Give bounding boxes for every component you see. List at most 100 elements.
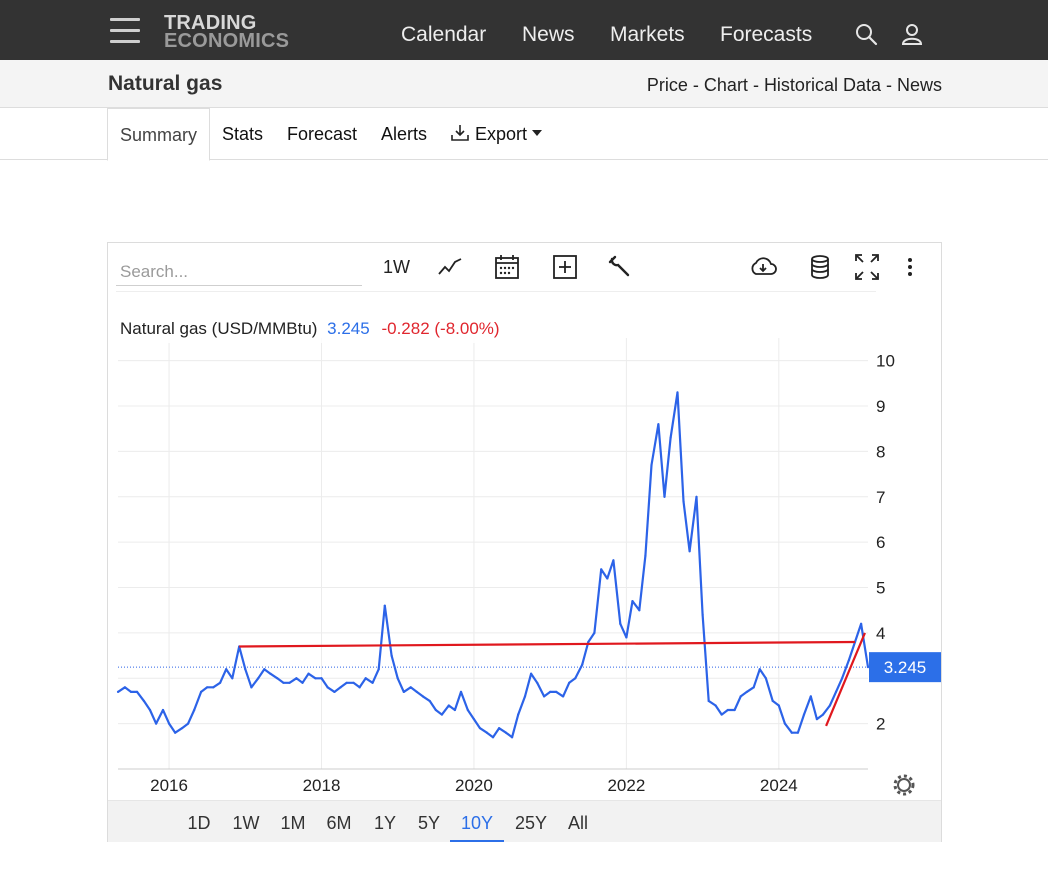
series-point xyxy=(345,681,348,684)
series-point xyxy=(695,495,698,498)
series-point xyxy=(339,686,342,689)
tab-stats[interactable]: Stats xyxy=(222,124,264,144)
x-tick-label: 2018 xyxy=(303,776,341,795)
series-point xyxy=(510,736,514,739)
nav-news[interactable]: News xyxy=(522,23,575,46)
range-all[interactable]: All xyxy=(567,813,588,833)
series-point xyxy=(860,622,863,625)
y-tick-label: 6 xyxy=(876,533,885,552)
series-point xyxy=(219,681,222,684)
y-tick-label: 10 xyxy=(876,352,895,371)
link-price[interactable]: Price xyxy=(646,75,688,95)
series-point xyxy=(485,731,489,734)
range-1d[interactable]: 1D xyxy=(187,813,211,833)
search-icon[interactable] xyxy=(854,22,878,46)
add-indicator-icon[interactable] xyxy=(551,253,579,281)
series-point xyxy=(155,722,158,725)
range-25y[interactable]: 25Y xyxy=(514,813,548,833)
x-tick-label: 2016 xyxy=(150,776,188,795)
menu-icon[interactable] xyxy=(110,18,140,44)
series-point xyxy=(745,690,748,693)
series-point xyxy=(288,681,291,684)
series-point xyxy=(358,686,361,689)
range-10y[interactable]: 10Y xyxy=(450,801,504,842)
database-icon[interactable] xyxy=(808,253,832,281)
series-point xyxy=(148,708,152,712)
series-point xyxy=(301,681,304,684)
series-point xyxy=(682,500,685,503)
series-point xyxy=(581,663,584,666)
line-chart-icon[interactable] xyxy=(436,253,464,281)
tab-alerts[interactable]: Alerts xyxy=(381,124,428,144)
series-point xyxy=(669,436,672,439)
tab-export[interactable]: Export xyxy=(450,108,543,159)
series-point xyxy=(383,604,386,607)
link-separator: - xyxy=(687,75,704,95)
series-line xyxy=(117,391,870,739)
user-icon[interactable] xyxy=(900,22,924,46)
series-point xyxy=(326,686,329,689)
series-point xyxy=(555,690,558,693)
series-point xyxy=(707,699,710,703)
legend-price: 3.245 xyxy=(327,319,370,338)
range-1m[interactable]: 1M xyxy=(280,813,306,833)
range-selector: 1D 1W 1M 6M 1Y 5Y 10Y 25Y All xyxy=(108,800,941,842)
series-point xyxy=(409,686,412,689)
nav-markets[interactable]: Markets xyxy=(610,23,685,46)
series-point xyxy=(530,672,533,675)
nav-calendar[interactable]: Calendar xyxy=(401,23,487,46)
series-point xyxy=(777,704,780,707)
last-price-tag: 3.245 xyxy=(869,652,941,683)
series-point xyxy=(428,699,431,703)
calendar-icon[interactable] xyxy=(493,253,521,281)
series-point xyxy=(491,736,495,739)
series-point xyxy=(802,713,806,716)
series-point xyxy=(562,695,565,698)
series-point xyxy=(771,699,774,703)
y-tick-label: 4 xyxy=(876,624,885,643)
series-point xyxy=(523,695,527,698)
x-tick-label: 2024 xyxy=(760,776,798,795)
more-icon[interactable] xyxy=(904,253,916,281)
link-chart[interactable]: Chart xyxy=(703,75,748,95)
range-1y[interactable]: 1Y xyxy=(373,813,397,833)
series-point xyxy=(263,668,266,671)
series-point xyxy=(764,677,767,680)
series-point xyxy=(542,695,546,698)
cloud-download-icon[interactable] xyxy=(748,253,778,281)
link-news[interactable]: News xyxy=(896,75,942,95)
settings-icon[interactable] xyxy=(893,774,915,796)
series-point xyxy=(250,686,253,689)
series-point xyxy=(333,690,336,693)
range-6m[interactable]: 6M xyxy=(326,813,352,833)
series-point xyxy=(619,622,622,625)
fullscreen-icon[interactable] xyxy=(854,253,880,281)
tab-forecast[interactable]: Forecast xyxy=(287,124,358,144)
wrench-icon[interactable] xyxy=(606,253,634,281)
tab-summary[interactable]: Summary xyxy=(107,108,210,161)
symbol-search-input[interactable] xyxy=(116,259,362,286)
series-point xyxy=(834,690,838,693)
logo[interactable]: TRADING ECONOMICS xyxy=(164,13,289,51)
link-historical-data[interactable]: Historical Data xyxy=(763,75,881,95)
nav-forecasts[interactable]: Forecasts xyxy=(720,23,813,46)
series-point xyxy=(447,704,450,707)
last-price-label: 3.245 xyxy=(884,658,927,677)
chart-grid xyxy=(118,338,868,769)
price-chart[interactable]: 2016 2018 2020 2022 2024 2 4 5 6 7 8 9 10 3.245 Nat… xyxy=(108,293,941,799)
chart-legend: Natural gas (USD/MMBtu) 3.245 -0.282 (-8… xyxy=(120,319,500,338)
x-axis: 2016 2018 2020 2022 2024 xyxy=(118,768,868,795)
range-5y[interactable]: 5Y xyxy=(417,813,441,833)
series-point xyxy=(758,668,761,671)
interval-selector[interactable]: 1W xyxy=(383,257,410,277)
series-point xyxy=(364,677,367,680)
series-point xyxy=(180,727,184,730)
series-point xyxy=(269,672,272,675)
series-point xyxy=(390,654,393,657)
series-point xyxy=(720,713,723,716)
series-point xyxy=(244,668,247,671)
toolbar-divider xyxy=(116,291,876,292)
series-point xyxy=(295,677,298,680)
range-1w[interactable]: 1W xyxy=(232,813,260,833)
x-tick-label: 2020 xyxy=(455,776,493,795)
